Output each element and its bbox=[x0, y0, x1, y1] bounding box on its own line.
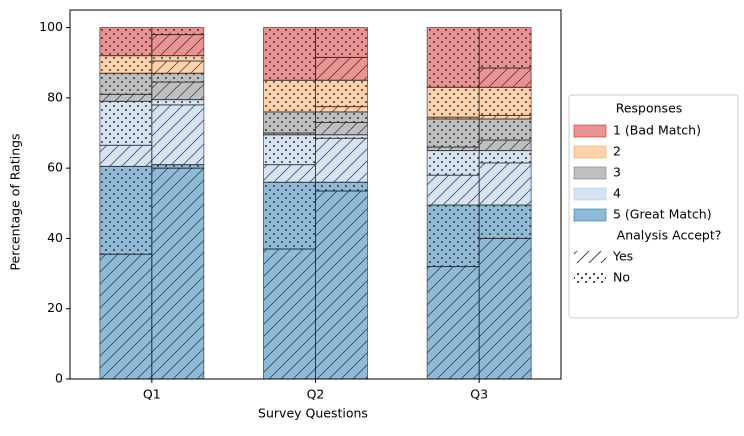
bar-pattern bbox=[151, 99, 204, 105]
bar-pattern bbox=[99, 145, 152, 167]
y-tick-label: 80 bbox=[47, 89, 63, 104]
bar-pattern bbox=[151, 34, 204, 56]
bar-pattern bbox=[263, 164, 316, 183]
bar-pattern bbox=[315, 138, 368, 183]
bar-pattern bbox=[151, 164, 204, 169]
bar-pattern bbox=[315, 122, 368, 135]
legend-swatch bbox=[574, 272, 606, 284]
bar-pattern bbox=[99, 254, 152, 379]
bar-pattern bbox=[315, 106, 368, 112]
bar-pattern bbox=[479, 238, 532, 379]
bar-pattern bbox=[427, 87, 480, 118]
y-tick-label: 100 bbox=[39, 19, 63, 34]
legend-label: 5 (Great Match) bbox=[613, 207, 712, 222]
legend-label: Yes bbox=[612, 249, 633, 264]
x-tick-label: Q2 bbox=[307, 387, 325, 402]
bar-pattern bbox=[263, 248, 316, 379]
bar-pattern bbox=[263, 80, 316, 112]
bar-pattern bbox=[479, 118, 532, 141]
bar-pattern bbox=[151, 73, 204, 83]
legend-swatch bbox=[573, 208, 607, 222]
bar-pattern bbox=[99, 55, 152, 74]
bar-pattern bbox=[479, 27, 532, 68]
bar-pattern bbox=[99, 27, 152, 56]
bar-pattern bbox=[315, 111, 368, 123]
bar-pattern bbox=[427, 117, 480, 119]
bar-pattern bbox=[427, 175, 480, 206]
legend-label: 2 bbox=[613, 144, 621, 159]
bar-pattern bbox=[427, 205, 480, 267]
legend-swatch bbox=[573, 187, 607, 201]
bar-pattern bbox=[479, 150, 532, 163]
legend-label: No bbox=[613, 270, 630, 285]
y-axis-label: Percentage of Ratings bbox=[8, 133, 23, 270]
legend-swatch bbox=[574, 251, 606, 263]
legend-swatch bbox=[573, 145, 607, 159]
bar-pattern bbox=[427, 150, 480, 176]
bar-pattern bbox=[315, 190, 368, 379]
bar-pattern bbox=[479, 205, 532, 239]
bar-pattern bbox=[151, 168, 204, 379]
legend-swatch bbox=[573, 166, 607, 180]
bar-pattern bbox=[315, 134, 368, 139]
bar-pattern bbox=[479, 140, 532, 151]
bar-pattern bbox=[151, 55, 204, 61]
bar-pattern bbox=[151, 82, 204, 100]
bar-pattern bbox=[315, 80, 368, 107]
bar-pattern bbox=[427, 147, 480, 151]
bar-pattern bbox=[99, 101, 152, 146]
legend-title: Responses bbox=[616, 101, 683, 116]
bar-pattern bbox=[151, 27, 204, 35]
bar-pattern bbox=[263, 182, 316, 249]
y-tick-label: 40 bbox=[47, 230, 63, 245]
y-tick-label: 20 bbox=[47, 300, 63, 315]
bar-pattern bbox=[263, 111, 316, 133]
bar-pattern bbox=[315, 27, 368, 58]
bar-pattern bbox=[479, 115, 532, 119]
legend-box bbox=[568, 94, 739, 319]
plot-frame bbox=[69, 9, 562, 380]
bar-pattern bbox=[427, 118, 480, 148]
bar-pattern bbox=[263, 27, 316, 81]
y-tick-label: 60 bbox=[47, 160, 63, 175]
x-tick-label: Q1 bbox=[143, 387, 161, 402]
legend-swatch bbox=[573, 124, 607, 138]
bar-pattern bbox=[263, 133, 316, 135]
bar-pattern bbox=[427, 266, 480, 379]
bar-pattern bbox=[151, 60, 204, 74]
bar-pattern bbox=[315, 57, 368, 81]
bar-pattern bbox=[479, 162, 532, 206]
legend-title: Analysis Accept? bbox=[617, 228, 722, 243]
bar-pattern bbox=[427, 27, 480, 88]
bar-pattern bbox=[263, 134, 316, 165]
legend-label: 4 bbox=[613, 186, 621, 201]
bar-pattern bbox=[479, 87, 532, 116]
x-axis-label: Survey Questions bbox=[258, 406, 368, 421]
bar-pattern bbox=[99, 94, 152, 102]
bar-pattern bbox=[99, 166, 152, 255]
bar-pattern bbox=[151, 104, 204, 165]
bar-pattern bbox=[315, 182, 368, 191]
x-tick-label: Q3 bbox=[470, 387, 488, 402]
legend-label: 1 (Bad Match) bbox=[613, 123, 701, 138]
bar-pattern bbox=[479, 67, 532, 88]
y-tick-label: 0 bbox=[55, 371, 63, 386]
legend-label: 3 bbox=[613, 165, 621, 180]
bar-pattern bbox=[99, 73, 152, 95]
